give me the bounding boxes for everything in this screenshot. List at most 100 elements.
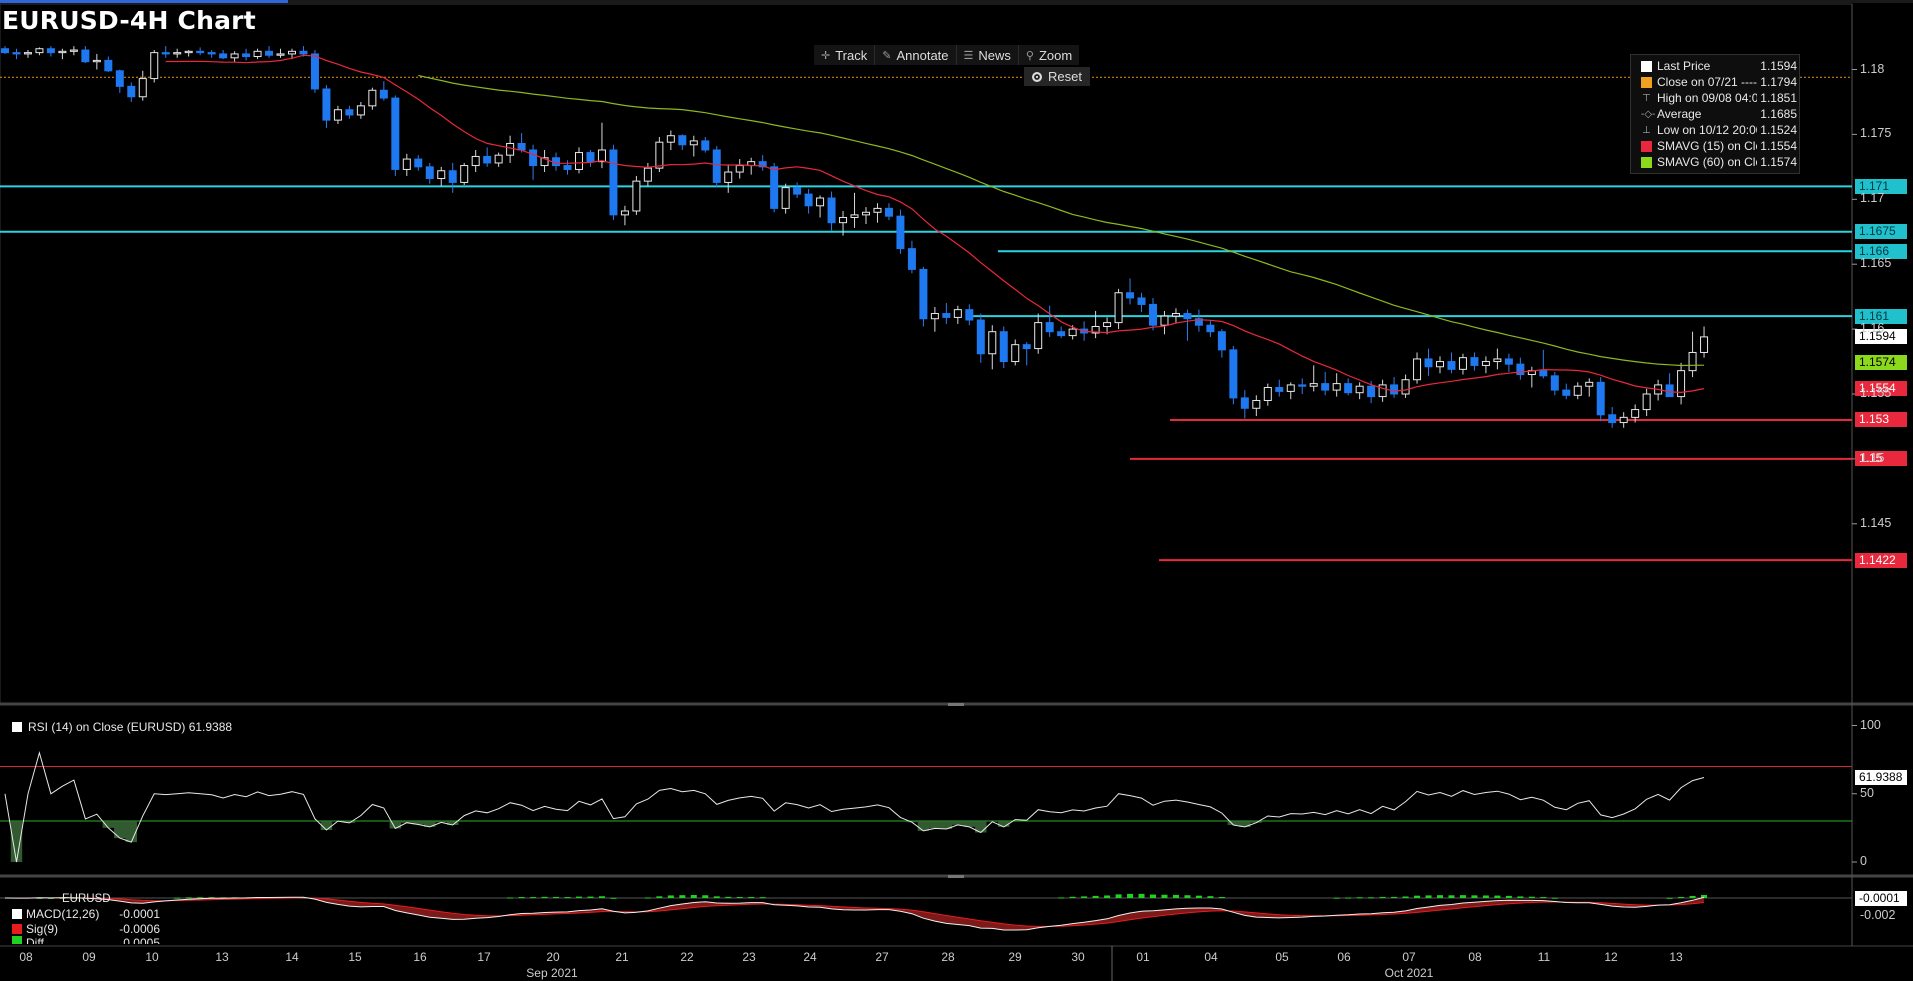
- candle: [265, 46, 274, 58]
- candle-body-down: [207, 52, 216, 55]
- macd-diff-bar: [1172, 894, 1179, 898]
- candle: [414, 155, 423, 171]
- candle: [150, 50, 159, 83]
- candle-body-up: [1252, 399, 1261, 409]
- annotate-button[interactable]: ✎ Annotate: [875, 45, 957, 65]
- track-button[interactable]: ✛ Track: [814, 45, 876, 65]
- legend-label: Close on 07/21 ----: [1657, 75, 1757, 89]
- price-legend[interactable]: Last Price 1.1594 Close on 07/21 ---- 1.17…: [1630, 54, 1800, 174]
- chart-title: EURUSD-4H Chart: [2, 6, 256, 35]
- candle-body-down: [81, 49, 90, 63]
- macd-swatch: [12, 908, 22, 919]
- candle-body-up: [1413, 358, 1422, 381]
- macd-legend[interactable]: MACD(12,26) -0.0001 Sig(9) -0.0006 Diff 0.0…: [12, 906, 160, 944]
- candle-body-up: [1309, 383, 1318, 387]
- candle-body-up: [276, 53, 285, 56]
- candle-body-down: [379, 89, 388, 99]
- candle-body-down: [196, 50, 205, 54]
- macd-diff-bar: [1333, 897, 1340, 899]
- legend-average[interactable]: -◇- Average 1.1685: [1641, 106, 1797, 122]
- macd-diff-bar: [759, 897, 766, 899]
- candle-body-down: [896, 215, 905, 250]
- candle-body-up: [816, 197, 825, 207]
- candle-body-up: [288, 50, 296, 55]
- candle-body-down: [1504, 358, 1513, 365]
- rsi-legend[interactable]: RSI (14) on Close (EURUSD) 61.9388: [12, 720, 232, 734]
- candle-body-down: [965, 309, 974, 321]
- candle-body-down: [1470, 357, 1479, 366]
- candle-body-down: [414, 158, 423, 168]
- legend-swatch-last: [1641, 60, 1652, 72]
- y-tick-label: 1.18: [1860, 61, 1885, 76]
- sma15-line: [165, 54, 1705, 394]
- candle-body-up: [1631, 409, 1640, 418]
- candle-body-up: [333, 109, 342, 121]
- sma60-line: [418, 74, 1705, 367]
- x-tick-label: 28: [941, 950, 955, 964]
- candle: [1642, 388, 1651, 417]
- candle: [115, 69, 124, 93]
- candle: [1700, 326, 1709, 358]
- news-button[interactable]: ☰ News: [957, 45, 1019, 65]
- candle: [1355, 382, 1364, 400]
- x-tick-label: 22: [680, 950, 694, 964]
- x-tick-label: 23: [742, 950, 756, 964]
- macd-diff-bar: [1459, 895, 1466, 898]
- candle: [138, 70, 147, 101]
- candle: [1539, 349, 1548, 379]
- candle: [850, 192, 859, 228]
- macd-diff-bar: [564, 897, 571, 899]
- legend-low[interactable]: ⊥ Low on 10/12 20:00 1.1524: [1641, 122, 1797, 138]
- candle-body-down: [793, 187, 802, 195]
- support-level-tag: 1.1422: [1855, 552, 1907, 568]
- x-tick-label: 08: [19, 950, 33, 964]
- legend-sma60[interactable]: SMAVG (60) on Close1.1574: [1641, 154, 1797, 170]
- legend-high[interactable]: ⊤ High on 09/08 04:00 1.1851: [1641, 90, 1797, 106]
- candle: [1493, 348, 1502, 370]
- candle-body-down: [1390, 384, 1399, 395]
- candle: [689, 135, 698, 157]
- candle: [391, 95, 400, 176]
- candle-body-down: [1194, 318, 1203, 326]
- legend-swatch-sma15: [1641, 140, 1652, 152]
- candle-body-down: [219, 53, 228, 59]
- y-tick-label: 1.15: [1860, 450, 1885, 465]
- candle-body-up: [368, 89, 377, 107]
- x-tick-label: 29: [1008, 950, 1022, 964]
- macd-diff-bar: [576, 896, 582, 898]
- zoom-button[interactable]: ⚲ Zoom: [1019, 45, 1079, 65]
- candle-body-down: [299, 50, 308, 55]
- macd-diff-bar: [1448, 895, 1455, 898]
- resistance-level-tag: 1.166: [1855, 243, 1907, 259]
- candle: [288, 48, 296, 60]
- candle: [1413, 352, 1422, 384]
- x-tick-label: 09: [82, 950, 96, 964]
- candle: [23, 50, 32, 58]
- macd-diff-bar: [1437, 895, 1443, 898]
- macd-diff-bar: [59, 897, 66, 899]
- macd-diff-bar: [1127, 893, 1134, 898]
- candle-body-down: [529, 149, 538, 167]
- candle: [862, 207, 870, 224]
- macd-diff-bar: [1551, 897, 1558, 899]
- legend-last-price[interactable]: Last Price 1.1594: [1641, 58, 1797, 74]
- candle: [942, 303, 951, 324]
- candle: [1619, 412, 1628, 428]
- candle: [494, 152, 503, 167]
- candle-body-down: [46, 48, 55, 54]
- macd-diff-bar: [1356, 897, 1363, 899]
- active-tab-indicator[interactable]: [0, 0, 288, 3]
- sma60-tag: 1.1574: [1855, 355, 1907, 371]
- candle: [575, 147, 583, 174]
- macd-diff-bar: [1092, 895, 1099, 898]
- legend-close[interactable]: Close on 07/21 ---- 1.1794: [1641, 74, 1797, 90]
- candle-body-up: [655, 141, 664, 169]
- rsi-swatch: [12, 722, 22, 732]
- candle: [1631, 404, 1640, 423]
- reset-button[interactable]: Reset: [1024, 67, 1090, 86]
- legend-sma15[interactable]: SMAVG (15) on Close1.1554: [1641, 138, 1797, 154]
- main-panel-frame: [0, 3, 1853, 705]
- candle-body-down: [827, 197, 836, 224]
- candle-body-down: [1149, 303, 1157, 326]
